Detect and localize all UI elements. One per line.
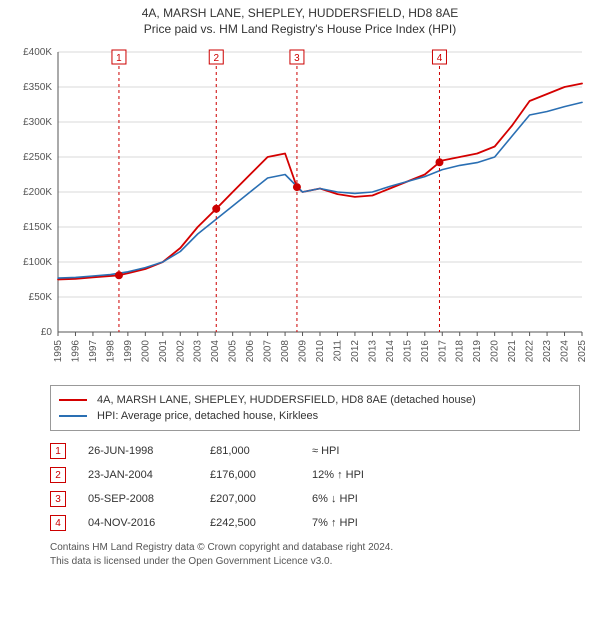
svg-text:1998: 1998 — [105, 340, 116, 363]
svg-text:3: 3 — [294, 53, 300, 64]
transaction-date: 23-JAN-2004 — [88, 469, 188, 481]
svg-text:£350K: £350K — [23, 82, 52, 93]
svg-text:2013: 2013 — [367, 340, 378, 363]
svg-text:1996: 1996 — [70, 340, 81, 363]
legend-row: 4A, MARSH LANE, SHEPLEY, HUDDERSFIELD, H… — [59, 392, 571, 408]
svg-text:1: 1 — [116, 53, 122, 64]
transaction-vs-hpi: 6% ↓ HPI — [312, 493, 412, 505]
svg-text:2002: 2002 — [175, 340, 186, 363]
transaction-date: 05-SEP-2008 — [88, 493, 188, 505]
chart-titles: 4A, MARSH LANE, SHEPLEY, HUDDERSFIELD, H… — [0, 0, 600, 36]
transaction-marker: 3 — [50, 491, 66, 507]
svg-text:2003: 2003 — [193, 340, 204, 363]
svg-text:2005: 2005 — [228, 340, 239, 363]
svg-text:2020: 2020 — [490, 340, 501, 363]
svg-text:2011: 2011 — [332, 340, 343, 362]
svg-text:£200K: £200K — [23, 187, 52, 198]
transaction-row: 1 26-JUN-1998 £81,000 ≈ HPI — [50, 439, 580, 463]
svg-text:2016: 2016 — [420, 340, 431, 363]
svg-text:2010: 2010 — [315, 340, 326, 363]
svg-text:2015: 2015 — [402, 340, 413, 363]
svg-text:£300K: £300K — [23, 117, 52, 128]
transaction-price: £81,000 — [210, 445, 290, 457]
title-line-1: 4A, MARSH LANE, SHEPLEY, HUDDERSFIELD, H… — [0, 6, 600, 20]
transactions-table: 1 26-JUN-1998 £81,000 ≈ HPI 2 23-JAN-2004 £176… — [50, 439, 580, 535]
svg-text:2021: 2021 — [507, 340, 518, 363]
svg-text:1999: 1999 — [123, 340, 134, 363]
svg-text:4: 4 — [437, 53, 443, 64]
svg-text:£400K: £400K — [23, 47, 52, 58]
svg-text:2023: 2023 — [542, 340, 553, 363]
footer-attribution: Contains HM Land Registry data © Crown c… — [50, 541, 580, 569]
svg-text:1997: 1997 — [88, 340, 99, 363]
svg-text:2017: 2017 — [437, 340, 448, 363]
svg-text:£250K: £250K — [23, 152, 52, 163]
transaction-vs-hpi: 12% ↑ HPI — [312, 469, 412, 481]
svg-text:£100K: £100K — [23, 257, 52, 268]
transaction-row: 4 04-NOV-2016 £242,500 7% ↑ HPI — [50, 511, 580, 535]
transaction-price: £176,000 — [210, 469, 290, 481]
svg-text:2022: 2022 — [525, 340, 536, 363]
transaction-marker: 2 — [50, 467, 66, 483]
svg-text:2006: 2006 — [245, 340, 256, 363]
chart-area: £0 £50K £100K £150K £200K £250K £300K £350K £400… — [10, 42, 590, 377]
transaction-marker: 1 — [50, 443, 66, 459]
transaction-vs-hpi: 7% ↑ HPI — [312, 517, 412, 529]
svg-text:2018: 2018 — [455, 340, 466, 363]
svg-text:2001: 2001 — [158, 340, 169, 363]
footer-line-2: This data is licensed under the Open Gov… — [50, 555, 580, 569]
title-line-2: Price paid vs. HM Land Registry's House … — [0, 22, 600, 36]
svg-text:2008: 2008 — [280, 340, 291, 363]
legend-swatch — [59, 399, 87, 401]
transaction-price: £207,000 — [210, 493, 290, 505]
transaction-row: 2 23-JAN-2004 £176,000 12% ↑ HPI — [50, 463, 580, 487]
svg-text:£50K: £50K — [29, 292, 53, 303]
legend-label: 4A, MARSH LANE, SHEPLEY, HUDDERSFIELD, H… — [97, 392, 476, 408]
svg-text:2024: 2024 — [560, 340, 571, 363]
transaction-price: £242,500 — [210, 517, 290, 529]
svg-text:2007: 2007 — [263, 340, 274, 363]
legend-row: HPI: Average price, detached house, Kirk… — [59, 408, 571, 424]
svg-text:2009: 2009 — [298, 340, 309, 363]
transaction-marker: 4 — [50, 515, 66, 531]
svg-text:2019: 2019 — [472, 340, 483, 363]
transaction-row: 3 05-SEP-2008 £207,000 6% ↓ HPI — [50, 487, 580, 511]
transaction-date: 26-JUN-1998 — [88, 445, 188, 457]
svg-text:2012: 2012 — [350, 340, 361, 363]
page: 4A, MARSH LANE, SHEPLEY, HUDDERSFIELD, H… — [0, 0, 600, 620]
svg-text:1995: 1995 — [53, 340, 64, 363]
svg-text:2: 2 — [213, 53, 219, 64]
footer-line-1: Contains HM Land Registry data © Crown c… — [50, 541, 580, 555]
legend-swatch — [59, 415, 87, 417]
svg-text:2000: 2000 — [140, 340, 151, 363]
svg-text:2025: 2025 — [577, 340, 588, 363]
transaction-date: 04-NOV-2016 — [88, 517, 188, 529]
svg-text:2004: 2004 — [210, 340, 221, 363]
legend: 4A, MARSH LANE, SHEPLEY, HUDDERSFIELD, H… — [50, 385, 580, 431]
transaction-vs-hpi: ≈ HPI — [312, 445, 412, 457]
svg-text:£150K: £150K — [23, 222, 52, 233]
svg-text:2014: 2014 — [385, 340, 396, 363]
legend-label: HPI: Average price, detached house, Kirk… — [97, 408, 318, 424]
price-chart-svg: £0 £50K £100K £150K £200K £250K £300K £350K £400… — [10, 42, 590, 372]
svg-text:£0: £0 — [41, 327, 53, 338]
